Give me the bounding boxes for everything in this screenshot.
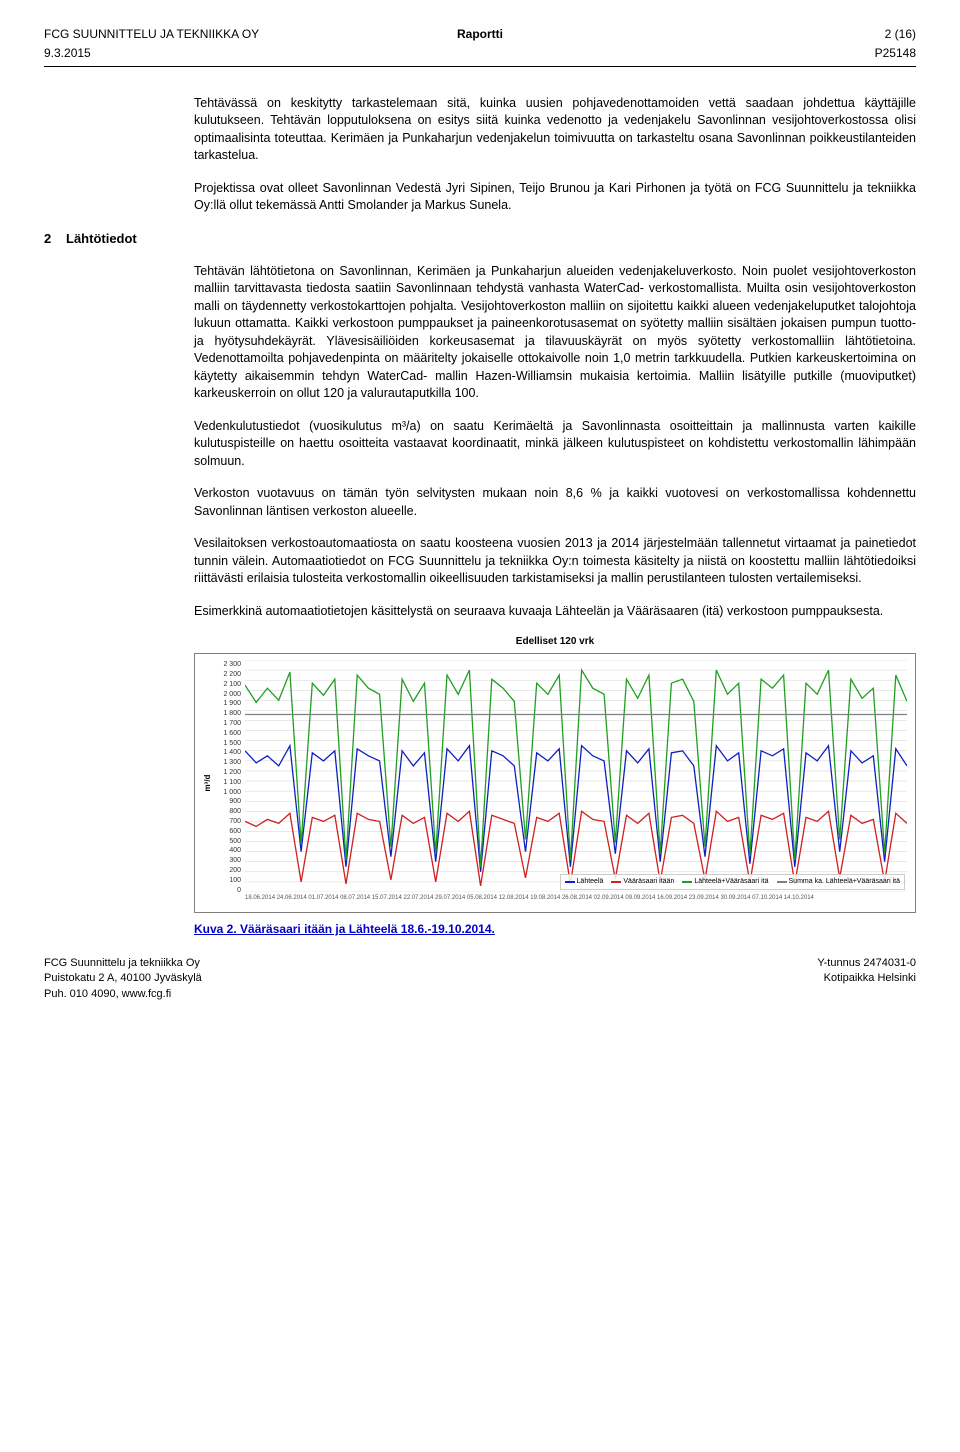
footer-vat: Y-tunnus 2474031-0 [817,956,916,971]
chart-title: Edelliset 120 vrk [194,635,916,649]
paragraph-5: Verkoston vuotavuus on tämän työn selvit… [194,485,916,520]
footer-domicile: Kotipaikka Helsinki [817,971,916,986]
paragraph-2: Projektissa ovat olleet Savonlinnan Vede… [194,180,916,215]
chart-caption: Kuva 2. Vääräsaari itään ja Lähteelä 18.… [194,921,916,938]
footer-company: FCG Suunnittelu ja tekniikka Oy [44,956,202,971]
chart-container: Edelliset 120 vrk m³/d 2 3002 2002 1002 … [194,635,916,938]
paragraph-3: Tehtävän lähtötietona on Savonlinnan, Ke… [194,263,916,403]
paragraph-7: Esimerkkinä automaatiotietojen käsittely… [194,603,916,621]
header-page-info: 2 (16) [503,26,916,43]
header-doc-label: Raportti [457,26,503,43]
chart-plot [245,660,907,892]
chart-xlabels: 18.06.2014 24.06.2014 01.07.2014 08.07.2… [245,894,907,910]
section-number: 2 [44,230,66,248]
paragraph-4: Vedenkulutustiedot (vuosikulutus m³/a) o… [194,418,916,471]
chart-area: m³/d 2 3002 2002 1002 0001 9001 8001 700… [194,653,916,913]
header-project: P25148 [875,45,916,62]
footer-address: Puistokatu 2 A, 40100 Jyväskylä [44,971,202,986]
chart-ylabel: m³/d [202,775,213,792]
chart-legend: LähteeläVääräsaari itäänLähteelä+Vääräsa… [560,874,905,890]
header-company: FCG SUUNNITTELU JA TEKNIIKKA OY [44,26,457,43]
section-title: Lähtötiedot [66,230,137,248]
header-rule [44,66,916,67]
header-date: 9.3.2015 [44,45,91,62]
chart-yticks: 2 3002 2002 1002 0001 9001 8001 7001 600… [215,660,241,892]
footer-contact: Puh. 010 4090, www.fcg.fi [44,987,202,1002]
paragraph-6: Vesilaitoksen verkostoautomaatiosta on s… [194,535,916,588]
paragraph-1: Tehtävässä on keskitytty tarkastelemaan … [194,95,916,165]
